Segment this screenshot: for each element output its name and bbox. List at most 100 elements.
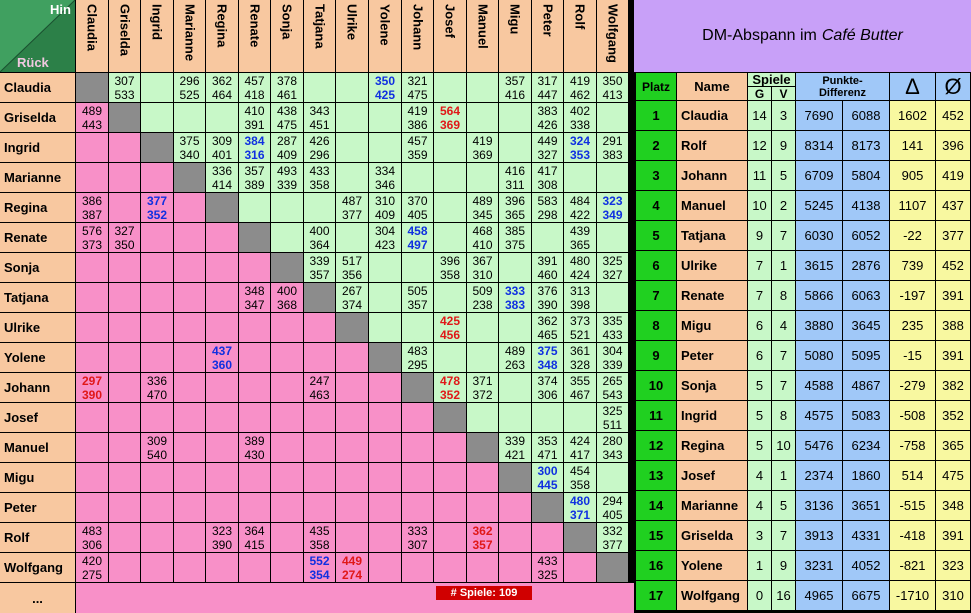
name-cell: Manuel <box>677 191 747 220</box>
matrix-cell <box>499 313 531 342</box>
points-against-cell: 6088 <box>843 101 889 130</box>
matrix-cell <box>174 163 205 192</box>
column-header-manuel: Manuel <box>467 0 498 72</box>
matrix-cell <box>402 313 433 342</box>
matrix-cell: 433 358 <box>304 163 335 192</box>
points-against-cell: 2876 <box>843 251 889 280</box>
score-for: 457 <box>407 134 428 148</box>
matrix-cell: 400 364 <box>304 223 335 252</box>
losses-cell: 1 <box>772 461 795 490</box>
matrix-cell <box>174 553 205 582</box>
matrix-cell: 309 401 <box>206 133 238 162</box>
score-against: 325 <box>537 568 558 582</box>
score-against: 306 <box>81 538 103 552</box>
column-header-label: Marianne <box>182 4 197 62</box>
delta-cell: 1602 <box>890 101 935 130</box>
score-against: 296 <box>309 148 330 162</box>
score-for: 336 <box>211 164 233 178</box>
losses-cell: 16 <box>772 581 795 610</box>
matrix-cell: 435 358 <box>304 523 335 552</box>
matrix-cell <box>336 433 368 462</box>
score-for: 332 <box>602 524 623 538</box>
matrix-cell <box>109 553 140 582</box>
score-for: 457 <box>244 74 265 88</box>
name-cell: Johann <box>677 161 747 190</box>
matrix-cell <box>174 403 205 432</box>
points-against-cell: 1860 <box>843 461 889 490</box>
points-for-cell: 5476 <box>796 431 842 460</box>
score-for: 333 <box>407 524 428 538</box>
delta-cell: -821 <box>890 551 935 580</box>
matrix-cell <box>174 433 205 462</box>
matrix-cell: 457 359 <box>402 133 433 162</box>
score-for: 386 <box>81 194 103 208</box>
score-against: 298 <box>537 208 558 222</box>
matrix-cell <box>532 523 563 552</box>
average-cell: 348 <box>936 491 970 520</box>
matrix-cell: 336 414 <box>206 163 238 192</box>
matrix-cell <box>336 103 368 132</box>
matrix-cell <box>564 403 596 432</box>
matrix-cell: 348 347 <box>239 283 270 312</box>
matrix-cell <box>174 493 205 522</box>
platz-cell: 4 <box>636 191 676 220</box>
name-cell: Claudia <box>677 101 747 130</box>
matrix-cell <box>467 463 498 492</box>
matrix-cell: 323 349 <box>597 193 628 222</box>
points-for-cell: 8314 <box>796 131 842 160</box>
matrix-cell <box>369 403 401 432</box>
column-header-label: Griselda <box>117 4 132 57</box>
column-header-ingrid: Ingrid <box>141 0 173 72</box>
matrix-cell <box>369 343 401 372</box>
matrix-cell: 375 348 <box>532 343 563 372</box>
score-for: 449 <box>341 554 363 568</box>
matrix-cell <box>597 463 628 492</box>
name-cell: Rolf <box>677 131 747 160</box>
wins-cell: 4 <box>748 461 771 490</box>
score-against: 421 <box>504 448 526 462</box>
score-for: 324 <box>569 134 591 148</box>
score-for: 435 <box>309 524 330 538</box>
score-against: 383 <box>504 298 526 312</box>
row-header-josef: Josef <box>0 403 75 432</box>
platz-cell: 9 <box>636 341 676 370</box>
matrix-cell <box>532 403 563 432</box>
matrix-cell: 478 352 <box>434 373 466 402</box>
score-for: 468 <box>472 224 493 238</box>
matrix-cell: 355 467 <box>564 373 596 402</box>
losses-cell: 5 <box>772 161 795 190</box>
row-header-rolf: Rolf <box>0 523 75 552</box>
score-against: 339 <box>276 178 298 192</box>
score-for: 375 <box>537 344 558 358</box>
matrix-cell <box>434 343 466 372</box>
delta-cell: 1107 <box>890 191 935 220</box>
matrix-cell: 294 405 <box>597 493 628 522</box>
score-against: 543 <box>602 388 623 402</box>
delta-cell: 905 <box>890 161 935 190</box>
score-against: 364 <box>309 238 330 252</box>
platz-cell: 7 <box>636 281 676 310</box>
score-against: 414 <box>211 178 233 192</box>
matrix-cell: 267 374 <box>336 283 368 312</box>
platz-cell: 8 <box>636 311 676 340</box>
platz-cell: 5 <box>636 221 676 250</box>
score-against: 475 <box>407 88 428 102</box>
score-matrix: Hin Rück Claudia Griselda Ingrid Marianne Re… <box>0 0 634 613</box>
matrix-cell: 419 386 <box>402 103 433 132</box>
losses-cell: 5 <box>772 491 795 520</box>
matrix-cell <box>239 553 270 582</box>
matrix-cell: 307 533 <box>109 73 140 102</box>
matrix-cell: 376 390 <box>532 283 563 312</box>
score-for: 374 <box>537 374 558 388</box>
matrix-cell <box>174 283 205 312</box>
matrix-cell <box>109 403 140 432</box>
delta-cell: -515 <box>890 491 935 520</box>
matrix-cell: 297 390 <box>76 373 108 402</box>
score-against: 430 <box>244 448 265 462</box>
column-header-label: Peter <box>540 4 555 37</box>
matrix-cell <box>532 493 563 522</box>
delta-cell: 141 <box>890 131 935 160</box>
more-row-header[interactable]: ... <box>0 583 75 613</box>
matrix-cell <box>369 313 401 342</box>
points-against-cell: 8173 <box>843 131 889 160</box>
